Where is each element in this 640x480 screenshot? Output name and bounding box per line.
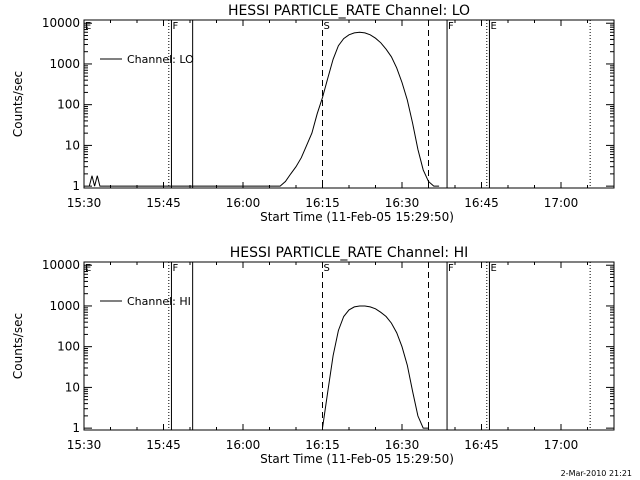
chart-1-x-tick-label: 15:45 (146, 196, 181, 210)
chart-2-x-tick-label: 15:30 (67, 438, 102, 452)
chart-1-y-tick-label: 10 (65, 138, 80, 152)
chart-2-marker-label: S (324, 263, 330, 274)
chart-2-marker-label: F (448, 263, 454, 274)
chart-2-x-tick-label: 16:30 (385, 438, 420, 452)
chart-2-legend-entry: Channel: HI (127, 295, 191, 308)
chart-2-x-tick-label: 16:00 (226, 438, 261, 452)
chart-1-x-tick-label: 16:00 (226, 196, 261, 210)
chart-1-legend-entry: Channel: LO (127, 53, 194, 66)
chart-1-title: HESSI PARTICLE_RATE Channel: LO (228, 3, 470, 19)
chart-1-x-tick-label: 17:00 (544, 196, 579, 210)
chart-2-y-tick-label: 1 (72, 421, 80, 435)
chart-1-x-tick-label: 15:30 (67, 196, 102, 210)
chart-1-marker-label: F (448, 21, 454, 32)
chart-2-series-line (322, 305, 429, 429)
chart-2-x-axis-label: Start Time (11-Feb-05 15:29:50) (260, 452, 454, 466)
chart-2-marker-label: E (85, 263, 91, 274)
chart-1-x-tick-label: 16:45 (464, 196, 499, 210)
chart-2-x-tick-label: 17:00 (544, 438, 579, 452)
chart-1-y-tick-label: 10000 (42, 16, 80, 30)
chart-1-y-tick-label: 1 (72, 179, 80, 193)
chart-2-title: HESSI PARTICLE_RATE Channel: HI (230, 245, 468, 261)
chart-2-x-tick-label: 16:45 (464, 438, 499, 452)
chart-1-y-axis-label: Counts/sec (11, 71, 25, 137)
chart-1-marker-label: F (172, 21, 178, 32)
timestamp: 2-Mar-2010 21:21 (560, 469, 632, 478)
chart-2-x-tick-label: 16:15 (305, 438, 340, 452)
chart-2-y-tick-label: 10000 (42, 258, 80, 272)
chart-2-y-tick-label: 10 (65, 380, 80, 394)
chart-2-y-tick-label: 100 (57, 340, 80, 354)
chart-1-series-line (88, 31, 440, 187)
chart-1-marker-label: E (85, 21, 91, 32)
chart-2-y-tick-label: 1000 (49, 299, 80, 313)
chart-1-y-tick-label: 100 (57, 98, 80, 112)
chart-1-y-tick-label: 1000 (49, 57, 80, 71)
chart-2-plot-frame (83, 261, 615, 431)
chart-2-marker-label: F (172, 263, 178, 274)
chart-1-x-tick-label: 16:30 (385, 196, 420, 210)
chart-2-y-axis-label: Counts/sec (11, 313, 25, 379)
chart-1-marker-label: S (324, 21, 330, 32)
chart-1-x-axis-label: Start Time (11-Feb-05 15:29:50) (260, 210, 454, 224)
chart-2-marker-label: E (490, 263, 496, 274)
chart-1-plot-frame (83, 19, 615, 189)
chart-1-marker-label: E (490, 21, 496, 32)
chart-2-x-tick-label: 15:45 (146, 438, 181, 452)
chart-1-x-tick-label: 16:15 (305, 196, 340, 210)
